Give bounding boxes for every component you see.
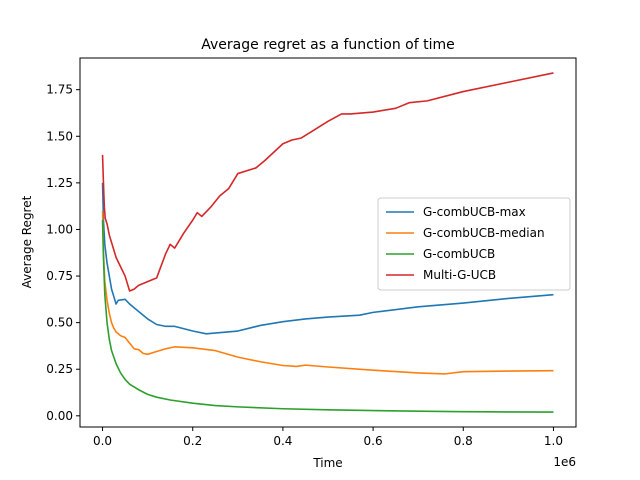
y-tick-label: 1.25 [46,176,73,190]
legend-label-3: Multi-G-UCB [423,268,496,282]
x-tick-label: 0.2 [183,434,202,448]
x-tick-label: 1.0 [544,434,563,448]
y-tick-label: 0.25 [46,362,73,376]
x-axis-offset-label: 1e6 [553,455,576,469]
y-tick-label: 0.75 [46,269,73,283]
y-tick-label: 0.50 [46,316,73,330]
y-tick-label: 1.75 [46,83,73,97]
plot-frame [79,57,577,428]
legend-box [377,197,571,291]
series-layer [101,72,554,413]
legend-label-1: G-combUCB-median [423,226,545,240]
series-line-3 [101,72,554,292]
legend-label-2: G-combUCB [423,247,495,261]
y-tick-label: 1.00 [46,222,73,236]
legend-label-0: G-combUCB-max [423,205,526,219]
legend: G-combUCB-max G-combUCB-median G-combUCB Mu… [377,197,571,291]
y-tick-label: 0.00 [46,409,73,423]
x-tick-label: 0.0 [93,434,112,448]
series-line-2 [101,220,554,413]
x-axis: 0.0 0.2 0.4 0.6 0.8 1.0 [93,427,563,448]
x-tick-label: 0.4 [273,434,292,448]
y-tick-label: 1.50 [46,129,73,143]
chart-title: Average regret as a function of time [201,37,454,53]
x-tick-label: 0.6 [364,434,383,448]
y-axis-label: Average Regret [20,195,34,288]
x-tick-label: 0.8 [454,434,473,448]
series-line-1 [101,210,554,375]
y-axis: 0.00 0.25 0.50 0.75 1.00 1.25 1.50 1.75 [46,83,80,423]
series-line-0 [101,182,554,335]
x-axis-label: Time [312,456,342,470]
